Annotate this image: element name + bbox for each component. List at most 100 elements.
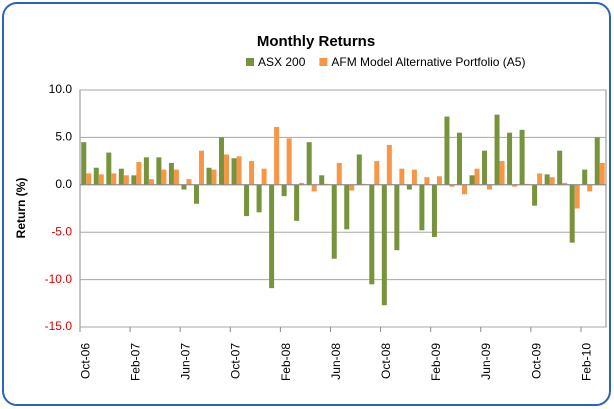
y-axis-title: Return (%) [14, 178, 28, 239]
bar [507, 132, 513, 185]
x-tick-label: Feb-07 [129, 343, 143, 381]
bar [143, 157, 149, 185]
bar [173, 169, 179, 185]
bar [424, 177, 430, 185]
bar [431, 184, 437, 237]
bar [136, 162, 142, 185]
bar [311, 184, 317, 192]
bar [256, 184, 262, 213]
bar [306, 142, 312, 185]
legend-swatch [319, 58, 328, 66]
bar [436, 176, 442, 185]
bar [411, 169, 417, 185]
y-tick-label: 0.0 [55, 177, 72, 191]
bar [349, 184, 355, 191]
bar [406, 184, 412, 190]
bar [569, 184, 575, 243]
bar [461, 184, 467, 195]
bar [544, 174, 550, 185]
bar [336, 162, 342, 185]
bar [299, 182, 305, 185]
x-tick-label: Feb-10 [579, 343, 593, 381]
bar [519, 129, 525, 185]
bar [81, 142, 87, 185]
x-tick-label: Feb-08 [279, 343, 293, 381]
y-tick-label: -15.0 [45, 319, 73, 333]
bar [261, 168, 267, 185]
bar [474, 168, 480, 185]
bar [444, 116, 450, 185]
x-tick-label: Oct-07 [229, 343, 243, 379]
bar [236, 156, 242, 185]
bar [419, 184, 425, 231]
bar [224, 154, 230, 185]
bar [512, 184, 518, 187]
bar [193, 184, 199, 204]
bar [562, 182, 568, 185]
bar [456, 132, 462, 185]
chart-title: Monthly Returns [257, 33, 375, 50]
bar [286, 138, 292, 185]
bar [319, 175, 325, 185]
bar [148, 179, 154, 185]
bar [594, 137, 600, 185]
bar [249, 161, 255, 185]
bar [537, 173, 543, 185]
bar [181, 184, 187, 190]
bar [587, 184, 593, 192]
bar [574, 184, 580, 209]
bar [599, 162, 605, 185]
bar [98, 174, 104, 185]
bar [449, 184, 455, 187]
bar [93, 167, 99, 185]
bar [386, 144, 392, 185]
x-tick-label: Feb-09 [429, 343, 443, 381]
legend-label: AFM Model Alternative Portfolio (A5) [331, 55, 525, 69]
bar [487, 184, 493, 190]
bar [381, 184, 387, 306]
x-tick-label: Oct-08 [379, 343, 393, 379]
x-tick-label: Jun-07 [179, 343, 193, 380]
bar [399, 168, 405, 185]
bar [557, 150, 563, 185]
bar [106, 152, 112, 185]
bar [219, 137, 225, 185]
bar [494, 114, 500, 185]
bar [281, 184, 287, 197]
bar [131, 175, 137, 185]
bar [356, 154, 362, 185]
bar [168, 162, 174, 185]
bar [274, 126, 280, 185]
bar [294, 184, 300, 221]
legend-label: ASX 200 [258, 55, 306, 69]
y-tick-label: -5.0 [51, 224, 72, 238]
bar [156, 157, 162, 185]
bar [269, 184, 275, 289]
bar [186, 179, 192, 185]
bar [118, 168, 124, 185]
bar [499, 161, 505, 185]
y-tick-label: -10.0 [45, 272, 73, 286]
x-tick-label: Jun-09 [479, 343, 493, 380]
bar [198, 150, 204, 185]
bar [469, 175, 475, 185]
x-tick-label: Oct-06 [78, 343, 92, 379]
bar [123, 175, 129, 185]
y-tick-label: 10.0 [49, 82, 73, 96]
bar [344, 184, 350, 230]
bar [532, 184, 538, 206]
bar [369, 184, 375, 285]
x-tick-label: Oct-09 [529, 343, 543, 379]
bar [161, 169, 167, 185]
bar [482, 150, 488, 185]
bar [211, 169, 217, 185]
bar [331, 184, 337, 259]
chart-frame [2, 2, 611, 406]
bar [231, 158, 237, 185]
bar [111, 173, 117, 185]
bar [549, 177, 555, 185]
bar [206, 167, 212, 185]
bar [394, 184, 400, 251]
bar [582, 169, 588, 185]
